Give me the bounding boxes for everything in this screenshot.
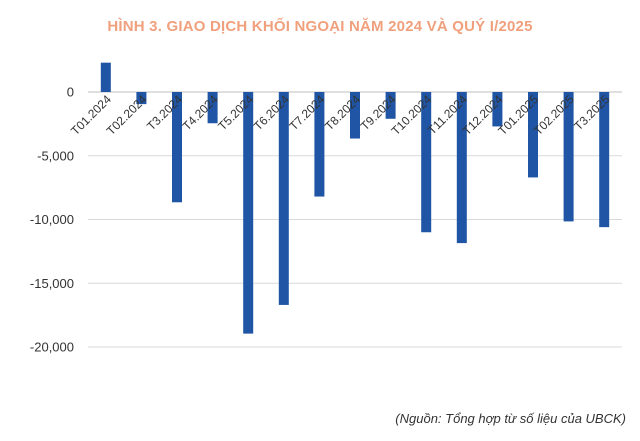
bars — [100, 62, 610, 334]
bar-T11.2024 — [456, 92, 467, 244]
bar-T9.2024 — [385, 92, 396, 119]
bar-T5.2024 — [243, 92, 254, 334]
bar-T6.2024 — [278, 92, 289, 305]
chart-title: HÌNH 3. GIAO DỊCH KHỐI NGOẠI NĂM 2024 VÀ… — [107, 18, 533, 35]
source-note: (Nguồn: Tổng hợp từ số liệu của UBCK) — [395, 411, 626, 426]
y-tick-label: 0 — [67, 85, 74, 100]
y-tick-label: -20,000 — [30, 340, 74, 355]
bar-T8.2024 — [350, 92, 360, 139]
bar-T10.2024 — [421, 92, 432, 233]
bar-T02.2025 — [563, 92, 574, 222]
bar-T02.2024 — [136, 92, 147, 105]
bar-T4.2024 — [207, 92, 218, 124]
y-tick-label: -15,000 — [30, 276, 74, 291]
y-tick-label: -5,000 — [37, 148, 74, 163]
y-tick-label: -10,000 — [30, 212, 74, 227]
y-axis-ticks: 0 -5,000 -10,000 -15,000 -20,000 — [30, 85, 74, 355]
bar-T3.2025 — [599, 92, 610, 228]
bar-T3.2024 — [172, 92, 182, 203]
bar-T01.2024 — [100, 62, 111, 92]
bar-T01.2025 — [528, 92, 538, 178]
bar-T7.2024 — [314, 92, 325, 197]
bar-T12.2024 — [492, 92, 503, 127]
